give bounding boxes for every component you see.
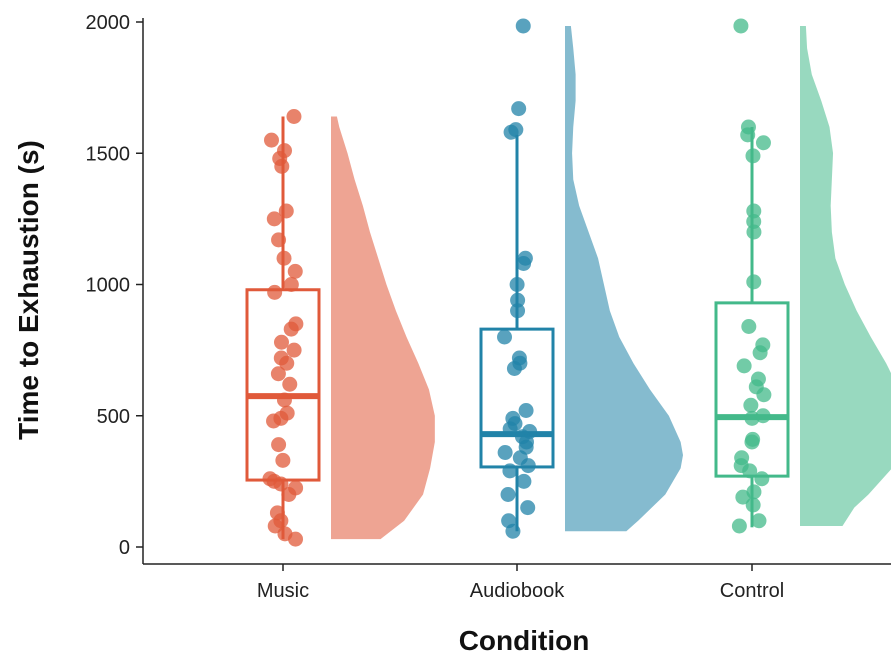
data-point: [283, 321, 299, 337]
data-point: [745, 497, 761, 513]
data-point: [520, 458, 536, 474]
data-point: [502, 463, 518, 479]
data-point: [282, 376, 298, 392]
data-point: [745, 148, 761, 164]
data-point: [263, 132, 279, 148]
data-point: [278, 203, 294, 219]
y-tick-label: 1500: [86, 143, 131, 165]
data-point: [746, 224, 762, 240]
data-point: [500, 487, 516, 502]
data-point: [742, 463, 758, 479]
x-ticks: Music Audiobook Control: [257, 564, 784, 602]
data-point: [515, 18, 531, 34]
data-point: [518, 403, 534, 418]
data-point: [751, 513, 767, 529]
data-point: [276, 250, 292, 266]
data-point: [503, 124, 519, 140]
data-point: [511, 101, 527, 117]
data-point: [497, 445, 513, 460]
data-point: [283, 277, 299, 292]
data-point: [276, 392, 292, 408]
data-point: [267, 284, 283, 300]
data-point: [271, 437, 287, 453]
data-point: [506, 361, 522, 376]
data-point: [755, 135, 771, 151]
y-ticks: 0 500 1000 1500 2000: [86, 12, 143, 559]
density-cloud-control: [800, 25, 891, 526]
box-audiobook: [479, 327, 555, 469]
density-cloud-music: [331, 116, 435, 540]
data-point: [287, 263, 303, 279]
data-point: [279, 355, 295, 371]
data-point: [735, 489, 751, 505]
y-axis-title: Time to Exhaustion (s): [13, 140, 44, 440]
x-axis-title: Condition: [459, 625, 590, 656]
data-point: [505, 523, 521, 539]
data-point: [744, 434, 760, 450]
data-point: [510, 303, 526, 319]
data-point: [752, 345, 768, 361]
data-point: [740, 127, 756, 143]
data-point: [271, 232, 287, 248]
data-point: [509, 277, 525, 292]
y-tick-label: 1000: [86, 275, 131, 297]
data-point: [746, 214, 762, 229]
density-cloud-audiobook: [565, 25, 683, 532]
boxplot-layer: [245, 116, 790, 540]
data-point: [281, 487, 297, 502]
x-tick-label: Music: [257, 580, 309, 602]
data-point: [741, 319, 757, 334]
data-point: [270, 366, 286, 382]
data-point: [743, 397, 759, 413]
data-point: [736, 358, 752, 374]
data-point: [273, 334, 289, 350]
data-point: [731, 518, 747, 534]
data-point: [275, 452, 291, 468]
data-point: [266, 211, 282, 227]
y-tick-label: 0: [119, 537, 130, 559]
data-point: [510, 292, 526, 308]
data-point: [520, 500, 536, 516]
data-point: [516, 256, 532, 271]
data-point: [286, 109, 302, 124]
density-layer: [331, 25, 891, 540]
data-point: [266, 413, 282, 429]
data-point: [746, 274, 762, 290]
data-point: [746, 203, 762, 219]
data-point: [497, 329, 513, 345]
x-tick-label: Audiobook: [470, 580, 566, 602]
data-point: [756, 387, 772, 403]
y-tick-label: 500: [97, 406, 130, 428]
data-point: [274, 158, 290, 174]
data-point: [273, 476, 289, 492]
data-point: [733, 18, 749, 34]
points-layer: [262, 18, 772, 547]
data-point: [754, 471, 770, 487]
data-point: [516, 473, 532, 489]
y-tick-label: 2000: [86, 12, 131, 34]
data-point: [286, 342, 302, 358]
data-point: [288, 531, 304, 547]
data-point: [502, 421, 518, 437]
x-tick-label: Control: [720, 580, 784, 602]
data-point: [744, 410, 760, 426]
